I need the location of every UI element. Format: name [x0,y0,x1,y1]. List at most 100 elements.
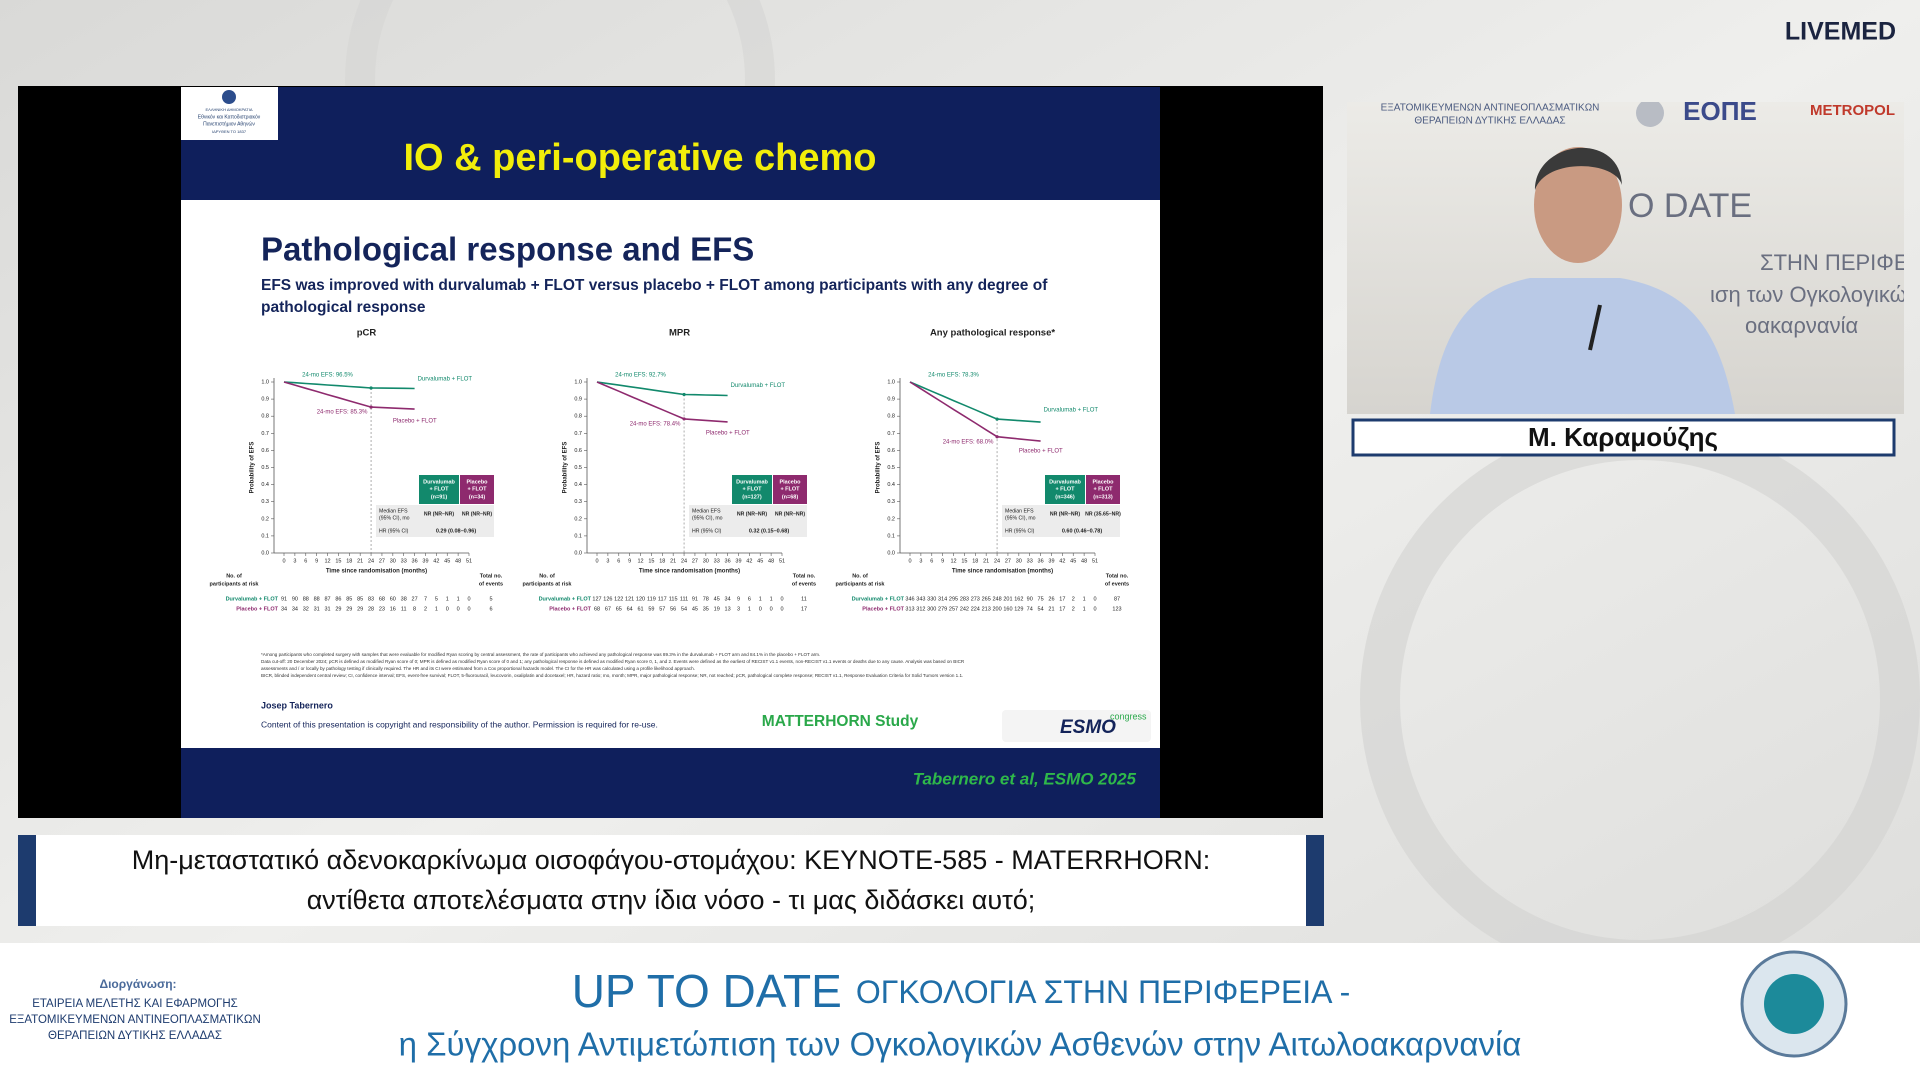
at-risk-count: 74 [1027,606,1033,612]
event-title-rest: ΟΓΚΟΛΟΓΙΑ ΣΤΗΝ ΠΕΡΙΦΕΡΕΙΑ - [856,974,1350,1010]
at-risk-count: 29 [346,606,352,612]
km-curve [283,381,415,410]
at-risk-count: 1 [1083,596,1086,602]
risk-arm-label: Placebo + FLOT [236,606,278,612]
organizer-label: Διοργάνωση: [99,977,176,991]
brand: LIVEMED [1785,18,1896,46]
at-risk-count: 1 [435,606,438,612]
backdrop-text: ΣΤΗΝ ΠΕΡΙΦΕΡΕΙΑ - [1760,250,1920,275]
at-risk-count: 88 [314,596,320,602]
at-risk-count: 1 [770,596,773,602]
risk-arm-label: Durvalumab + FLOT [226,596,279,602]
y-tick-label: 0.6 [261,448,269,454]
at-risk-count: 78 [703,596,709,602]
km-curve [909,381,1041,442]
study-name: MATTERHORN Study [762,713,919,730]
curve-label: Durvalumab + FLOT [1044,408,1099,414]
hr-box-text: + FLOT [780,486,800,492]
risk-header: No. of [539,573,555,579]
at-risk-count: 162 [1014,596,1023,602]
at-risk-count: 127 [592,596,601,602]
at-risk-count: 34 [725,596,731,602]
at-risk-count: 83 [368,596,374,602]
at-risk-count: 88 [303,596,309,602]
at-risk-count: 11 [401,606,407,612]
events-count: 5 [489,596,492,602]
x-tick-label: 30 [390,558,396,564]
y-tick-label: 0.5 [887,465,895,471]
efs24-label: 24-mo EFS: 78.3% [928,373,979,379]
efs24-point [682,417,686,421]
panel-title: MPR [669,328,690,339]
x-tick-label: 33 [1027,558,1033,564]
median-value: NR (NR–NR) [462,511,493,517]
at-risk-count: 273 [971,596,980,602]
efs24-label: 24-mo EFS: 96.5% [302,373,353,379]
at-risk-count: 265 [982,596,991,602]
slide-title: IO & peri-operative chemo [403,137,876,179]
at-risk-count: 160 [1003,606,1012,612]
at-risk-count: 300 [927,606,936,612]
backdrop-text: ΕΞΑΤΟΜΙΚΕΥΜΕΝΩΝ ΑΝΤΙΝΕΟΠΛΑΣΜΑΤΙΚΩΝ [1381,103,1600,114]
x-tick-label: 0 [908,558,911,564]
x-tick-label: 48 [768,558,774,564]
at-risk-count: 129 [1014,606,1023,612]
y-tick-label: 1.0 [261,379,269,385]
at-risk-count: 117 [658,596,667,602]
at-risk-count: 28 [368,606,374,612]
km-curve [909,381,1041,423]
hr-label: HR (95% CI) [1005,528,1035,534]
km-curve [596,381,728,423]
events-header: Total no. [1106,573,1129,579]
at-risk-count: 121 [625,596,634,602]
at-risk-count: 67 [605,606,611,612]
events-count: 123 [1112,606,1121,612]
hr-box-text: Durvalumab [423,479,455,485]
y-tick-label: 0.3 [887,499,895,505]
x-tick-label: 45 [1070,558,1076,564]
at-risk-count: 61 [637,606,643,612]
event-logo-center [1764,974,1824,1034]
logo-text: Πανεπιστήμιον Αθηνών [203,120,255,127]
at-risk-count: 35 [703,606,709,612]
x-axis-label: Time since randomisation (months) [326,569,427,575]
backdrop-text: οακαρνανία [1745,313,1859,338]
at-risk-count: 0 [467,596,470,602]
at-risk-count: 346 [905,596,914,602]
x-tick-label: 45 [757,558,763,564]
events-count: 6 [489,606,492,612]
y-tick-label: 0.8 [261,414,269,420]
x-tick-label: 12 [950,558,956,564]
hr-box-text: Placebo [779,479,801,485]
x-tick-label: 24 [681,558,687,564]
at-risk-count: 126 [603,596,612,602]
at-risk-count: 0 [467,606,470,612]
at-risk-count: 17 [1059,596,1065,602]
event-title-main: UP TO DATE [572,965,842,1017]
y-tick-label: 0.3 [261,499,269,505]
at-risk-count: 312 [916,606,925,612]
caption-text: Μη-μεταστατικό αδενοκαρκίνωμα οισοφάγου-… [132,845,1210,875]
speaker-shirt [1430,278,1735,414]
at-risk-count: 27 [412,596,418,602]
y-tick-label: 0.4 [261,482,269,488]
footnotes: *Among participants who completed surger… [261,652,965,678]
x-tick-label: 18 [346,558,352,564]
x-tick-label: 30 [703,558,709,564]
at-risk-count: 120 [636,596,645,602]
at-risk-count: 313 [905,606,914,612]
hr-box-text: (n=34) [469,494,486,500]
at-risk-count: 31 [314,606,320,612]
hr-box-text: (n=127) [742,494,762,500]
at-risk-count: 60 [390,596,396,602]
at-risk-count: 201 [1003,596,1012,602]
at-risk-count: 1 [759,596,762,602]
risk-header: participants at risk [523,581,573,587]
panel-title: Any pathological response* [930,328,1055,339]
hr-box-text: (n=346) [1055,494,1075,500]
at-risk-count: 122 [614,596,623,602]
at-risk-count: 0 [780,606,783,612]
esmo-logo-text: ESMO [1060,717,1116,738]
hr-box-body [1002,505,1120,537]
x-tick-label: 27 [1005,558,1011,564]
